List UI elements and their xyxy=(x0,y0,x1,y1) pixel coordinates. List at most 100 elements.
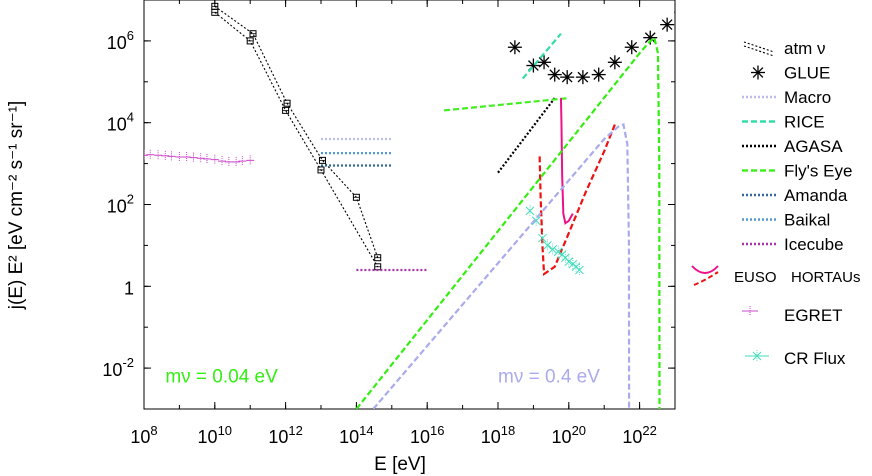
series-unnamed-15 xyxy=(372,123,631,409)
x-tick-label: 108 xyxy=(130,423,157,447)
data-point xyxy=(246,155,255,166)
data-point xyxy=(154,150,163,161)
data-point xyxy=(560,70,575,85)
x-tick-label: 1018 xyxy=(481,423,516,447)
annotation-1: mν = 0.4 eV xyxy=(498,366,600,387)
legend-label: atm ν xyxy=(784,39,826,58)
data-point xyxy=(211,2,219,10)
data-point xyxy=(537,55,552,70)
x-tick-label: 1022 xyxy=(622,423,657,447)
x-tick-label: 1010 xyxy=(198,423,233,447)
data-point xyxy=(144,150,148,161)
x-axis-label: E [eV] xyxy=(374,454,426,475)
legend-entry-egret: EGRET xyxy=(742,306,843,325)
legend-label-egret: EGRET xyxy=(784,306,843,325)
data-point xyxy=(543,239,552,252)
data-point xyxy=(564,255,574,268)
series-unnamed-14 xyxy=(355,35,661,409)
data-point xyxy=(525,204,535,217)
legend-label: RICE xyxy=(784,113,825,132)
legend-entry: Baikal xyxy=(742,211,830,230)
data-point xyxy=(374,254,382,262)
series-rice xyxy=(521,32,562,80)
x-tick-label: 1014 xyxy=(339,423,374,447)
legend-label-hortaus: HORTAUs xyxy=(791,269,860,286)
legend-entry-crflux: CR Flux xyxy=(745,349,846,368)
series-unnamed-1 xyxy=(211,2,382,262)
data-point xyxy=(167,151,176,162)
data-point xyxy=(146,149,155,160)
data-point xyxy=(232,156,241,167)
y-tick-label: 106 xyxy=(107,28,134,53)
data-point xyxy=(607,55,622,70)
y-tick-label: 102 xyxy=(107,192,134,217)
x-tick-label: 1012 xyxy=(268,423,303,447)
axis-ticks: 108 1010 1012 1014 1016 1018 1020 1022 106 104 102… xyxy=(102,0,676,447)
legend-label: AGASA xyxy=(784,137,843,156)
legend-label-euso: EUSO xyxy=(734,269,777,286)
legend-entry: atm ν xyxy=(743,39,826,58)
data-point xyxy=(591,67,606,82)
legend-label: Amanda xyxy=(784,186,848,205)
legend: atm ν GLUE Macro RICE AGASA Fly's Eye Amanda Ba… xyxy=(691,39,860,368)
data-point xyxy=(575,264,584,277)
data-point xyxy=(218,156,227,167)
legend-label: Baikal xyxy=(784,211,830,230)
data-point xyxy=(282,106,290,114)
data-point xyxy=(249,30,257,38)
data-point xyxy=(624,40,639,55)
data-point xyxy=(210,154,219,165)
plot-frame xyxy=(143,0,676,410)
data-point xyxy=(211,8,219,16)
series-layer xyxy=(144,2,675,409)
series-glue xyxy=(507,11,675,85)
annotation-0: mν = 0.04 eV xyxy=(165,366,278,387)
data-point xyxy=(196,153,205,164)
legend-label: Fly's Eye xyxy=(784,162,852,181)
legend-label: Macro xyxy=(784,88,831,107)
data-point xyxy=(575,70,590,85)
data-point xyxy=(182,152,191,163)
data-point xyxy=(246,37,254,45)
y-tick-label: 10-2 xyxy=(102,355,134,380)
series-atm- xyxy=(211,8,382,271)
legend-label: GLUE xyxy=(784,64,830,83)
legend-entry: Fly's Eye xyxy=(742,162,852,181)
series-euso xyxy=(559,98,574,225)
legend-entry: AGASA xyxy=(742,137,843,156)
data-point xyxy=(202,153,211,164)
data-point xyxy=(538,232,547,245)
legend-entry: GLUE xyxy=(751,64,830,83)
data-point xyxy=(547,67,562,82)
series-egret xyxy=(144,149,255,167)
legend-label: Icecube xyxy=(784,235,844,254)
data-point xyxy=(507,40,522,55)
y-tick-label: 104 xyxy=(107,110,134,135)
legend-entry: Amanda xyxy=(742,186,848,205)
data-point xyxy=(674,11,675,13)
data-point xyxy=(531,214,541,227)
data-point xyxy=(548,243,558,256)
legend-entry-euso-hortaus: EUSO HORTAUs xyxy=(691,265,860,286)
legend-label-crflux: CR Flux xyxy=(784,349,846,368)
y-tick-label: 1 xyxy=(124,278,134,298)
y-axis-label: j(E) E² [eV cm⁻² s⁻¹ sr⁻¹] xyxy=(6,101,27,310)
data-point xyxy=(660,17,675,32)
data-point xyxy=(318,156,326,164)
data-point xyxy=(161,150,170,161)
series-cr-flux xyxy=(525,204,584,277)
data-point xyxy=(175,152,184,163)
data-point xyxy=(283,99,291,107)
legend-entry: Macro xyxy=(742,88,831,107)
series-agasa xyxy=(497,97,556,174)
data-point xyxy=(317,166,325,174)
series-fly-s-eye xyxy=(443,96,569,112)
data-point xyxy=(553,245,563,258)
legend-entry: RICE xyxy=(742,113,825,132)
data-point xyxy=(238,156,247,167)
data-point xyxy=(374,263,382,271)
legend-entry: Icecube xyxy=(742,235,844,254)
x-tick-label: 1020 xyxy=(552,423,587,447)
x-tick-label: 1016 xyxy=(410,423,445,447)
